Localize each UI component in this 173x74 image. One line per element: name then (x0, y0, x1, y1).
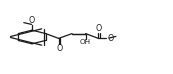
Text: O: O (96, 24, 102, 33)
Text: O: O (29, 16, 35, 25)
Text: OH: OH (80, 39, 91, 45)
Text: O: O (108, 34, 114, 43)
Text: O: O (56, 44, 62, 53)
